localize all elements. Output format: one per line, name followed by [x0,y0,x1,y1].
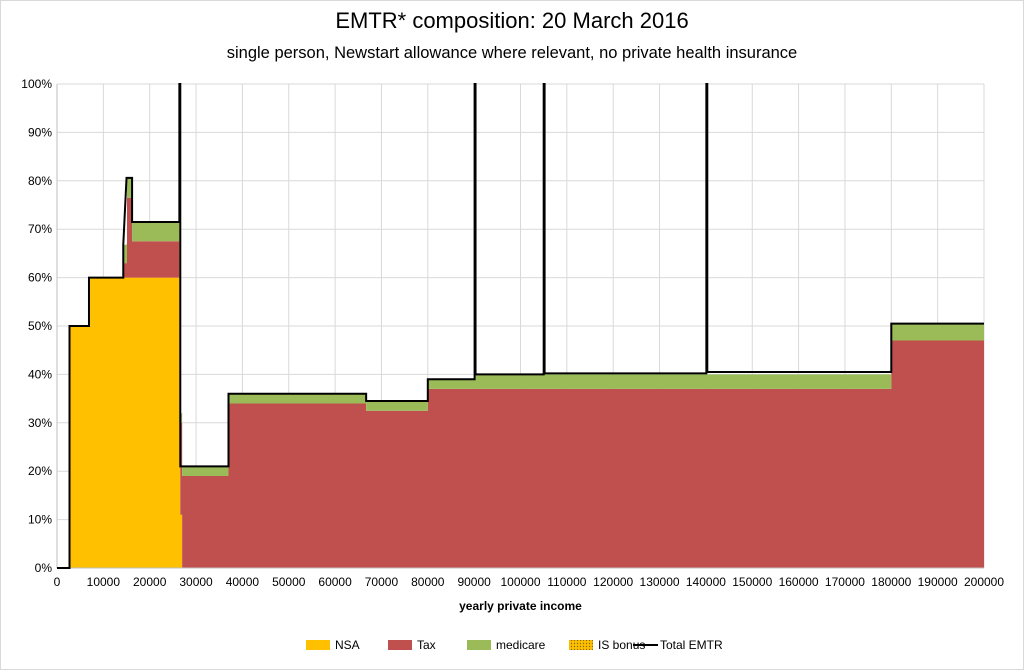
area-nsa [57,277,984,568]
legend-swatch [467,640,491,650]
legend-label: NSA [335,638,360,652]
legend-label: Total EMTR [660,638,723,652]
chart-subtitle: single person, Newstart allowance where … [226,44,798,62]
x-tick-label: 90000 [457,575,491,589]
legend-item-tax: Tax [388,638,436,652]
y-tick-label: 30% [28,416,52,430]
x-tick-label: 30000 [179,575,213,589]
x-tick-label: 20000 [133,575,167,589]
area-layer [57,166,984,569]
x-tick-label: 60000 [318,575,352,589]
chart-title: EMTR* composition: 20 March 2016 [335,8,689,33]
axes [56,84,984,569]
legend-swatch [388,640,412,650]
y-tick-label: 40% [28,367,52,381]
x-tick-label: 50000 [272,575,306,589]
x-tick-label: 190000 [918,575,958,589]
x-tick-label: 140000 [686,575,726,589]
tick-labels: 0% 10% 20% 30% 40% 50% 60% 70% 80% 90% 100% 0 10000 2… [21,77,1004,589]
legend-label: IS bonus [598,638,645,652]
x-tick-label: 120000 [593,575,633,589]
line-total-emtr [57,83,984,569]
x-axis-label: yearly private income [459,599,582,613]
y-tick-label: 60% [28,271,52,285]
y-tick-label: 70% [28,222,52,236]
legend-label: Tax [417,638,436,652]
legend-item-nsa: NSA [306,638,360,652]
x-tick-label: 200000 [964,575,1004,589]
x-tick-label: 110000 [547,575,586,589]
y-tick-label: 10% [28,513,52,527]
legend-item-is-bonus: IS bonus [569,638,645,652]
y-tick-label: 20% [28,464,52,478]
legend-label: medicare [496,638,546,652]
area-tax [57,197,984,569]
y-tick-label: 0% [35,561,53,575]
y-tick-label: 80% [28,174,52,188]
legend-item-total-emtr: Total EMTR [633,638,723,652]
line-layer [57,83,984,569]
y-tick-label: 50% [28,319,52,333]
x-tick-label: 70000 [365,575,399,589]
legend-swatch [306,640,330,650]
x-tick-label: 160000 [779,575,819,589]
x-tick-label: 0 [54,575,61,589]
x-tick-label: 170000 [825,575,865,589]
x-tick-label: 80000 [411,575,445,589]
x-tick-label: 10000 [87,575,121,589]
legend-swatch [569,640,593,650]
y-tick-label: 100% [21,77,52,91]
x-tick-label: 100000 [500,575,540,589]
x-tick-label: 180000 [871,575,911,589]
x-tick-label: 40000 [226,575,260,589]
x-tick-label: 130000 [640,575,680,589]
legend: NSA Tax medicare IS bonus Total EMTR [306,638,723,652]
x-tick-label: 150000 [732,575,772,589]
legend-item-medicare: medicare [467,638,546,652]
y-tick-label: 90% [28,125,52,139]
